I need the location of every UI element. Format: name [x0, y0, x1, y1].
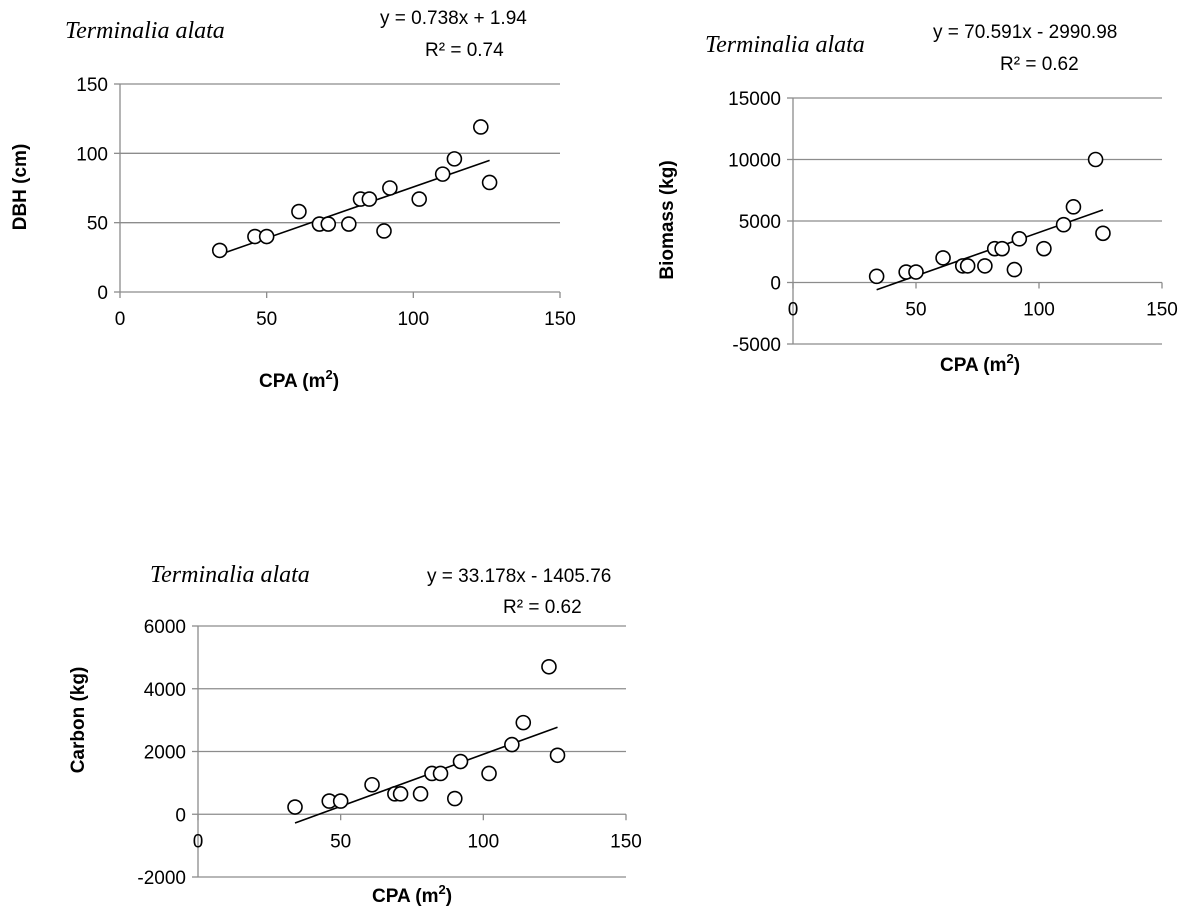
- data-point: [411, 191, 428, 207]
- data-point: [935, 250, 951, 266]
- data-point: [908, 264, 924, 280]
- x-axis-title: CPA (m2): [940, 351, 1020, 376]
- species-annotation: Terminalia alata: [65, 18, 225, 44]
- data-point: [515, 714, 532, 731]
- data-point: [287, 799, 303, 815]
- data-point: [340, 216, 357, 232]
- data-point: [361, 191, 378, 207]
- data-point: [1036, 240, 1052, 257]
- x-axis-title: CPA (m2): [259, 367, 339, 392]
- x-tick-label: 0: [115, 309, 126, 330]
- x-tick-label: 0: [193, 831, 204, 852]
- x-tick-label: 50: [330, 831, 351, 852]
- y-tick-label: 10000: [728, 151, 781, 172]
- data-point: [472, 119, 489, 135]
- y-axis-title: DBH (cm): [10, 144, 31, 231]
- y-axis-title: Carbon (kg): [68, 667, 89, 774]
- data-point: [1065, 199, 1082, 215]
- y-tick-label: 15000: [728, 89, 781, 110]
- dbh-scatter-chart: 0 50 100 150 0 50 100 150 Terminalia alata y = …: [10, 8, 576, 392]
- species-annotation: Terminalia alata: [150, 562, 310, 588]
- y-tick-label: 4000: [144, 680, 186, 701]
- carbon-scatter-chart: -2000 0 2000 4000 6000 0 50 100 150 Terminalia a…: [68, 562, 642, 907]
- r-squared-label: R² = 0.62: [503, 597, 582, 618]
- y-axis-title: Biomass (kg): [657, 160, 678, 279]
- r-squared-label: R² = 0.74: [425, 40, 504, 61]
- x-tick-label: 150: [1146, 300, 1178, 321]
- data-point: [1095, 225, 1111, 242]
- y-tick-label: 0: [97, 283, 108, 304]
- data-point: [1011, 231, 1028, 247]
- data-point: [452, 753, 469, 770]
- data-point: [977, 258, 993, 274]
- data-point: [392, 786, 409, 802]
- data-point: [1006, 261, 1023, 278]
- r-squared-label: R² = 0.62: [1000, 54, 1079, 75]
- y-tick-label: 5000: [739, 212, 781, 233]
- x-tick-label: 50: [256, 309, 277, 330]
- data-point: [868, 268, 885, 285]
- data-point: [446, 151, 463, 167]
- data-point: [994, 240, 1010, 257]
- data-point: [432, 765, 449, 782]
- regression-equation: y = 33.178x - 1405.76: [427, 566, 611, 587]
- data-point: [549, 747, 566, 764]
- data-point: [481, 174, 498, 191]
- x-tick-label: 100: [1023, 300, 1055, 321]
- x-axis-title: CPA (m2): [372, 882, 452, 907]
- data-point: [258, 228, 275, 245]
- y-tick-label: 2000: [144, 743, 186, 764]
- data-point: [1055, 216, 1072, 233]
- data-point: [382, 180, 398, 196]
- y-tick-label: 150: [76, 75, 108, 96]
- data-point: [332, 793, 349, 809]
- data-point: [1087, 151, 1104, 168]
- data-point: [291, 203, 307, 220]
- y-tick-label: 100: [76, 144, 108, 165]
- data-point: [434, 166, 451, 182]
- data-point: [211, 242, 228, 259]
- x-tick-label: 0: [788, 300, 799, 321]
- data-point: [376, 223, 392, 239]
- y-tick-label: 6000: [144, 617, 186, 638]
- x-tick-label: 150: [610, 831, 642, 852]
- y-tick-label: -2000: [137, 868, 186, 889]
- regression-equation: y = 70.591x - 2990.98: [933, 22, 1117, 43]
- data-point: [959, 258, 976, 274]
- y-tick-label: -5000: [732, 335, 781, 356]
- y-tick-label: 0: [770, 274, 781, 295]
- data-point: [504, 736, 520, 753]
- species-annotation: Terminalia alata: [705, 32, 865, 58]
- data-point: [320, 216, 337, 232]
- x-tick-label: 100: [467, 831, 499, 852]
- data-point: [412, 786, 429, 802]
- x-tick-label: 100: [397, 309, 429, 330]
- x-tick-label: 50: [905, 300, 926, 321]
- y-tick-label: 0: [175, 805, 186, 826]
- data-point: [481, 765, 497, 782]
- biomass-scatter-chart: -5000 0 5000 10000 15000 0 50 100 150 Terminalia…: [657, 22, 1178, 376]
- data-point: [364, 776, 380, 793]
- y-tick-label: 50: [87, 214, 108, 235]
- x-tick-label: 150: [544, 309, 576, 330]
- regression-equation: y = 0.738x + 1.94: [380, 8, 527, 29]
- data-point: [541, 658, 557, 675]
- data-point: [446, 790, 463, 807]
